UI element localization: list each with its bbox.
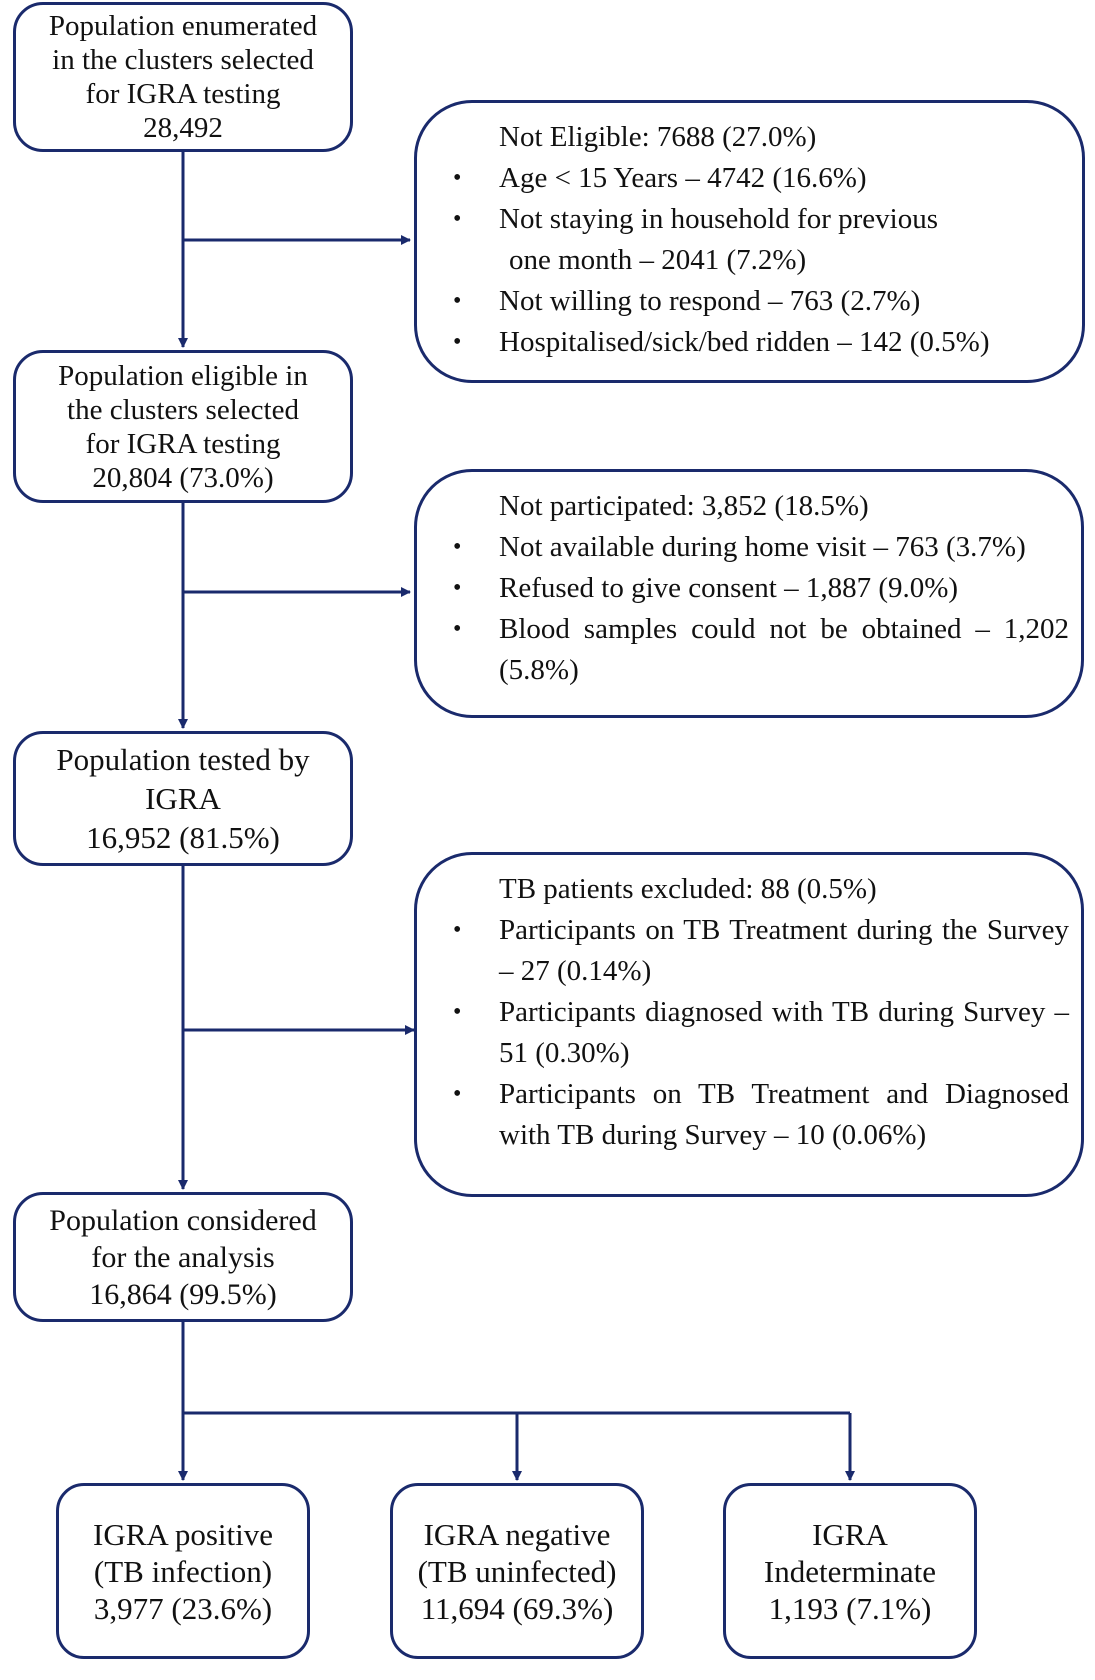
enumerated-line-1: Population enumerated (48, 10, 318, 42)
not-eligible-item: Age < 15 Years – 4742 (16.6%) (453, 158, 1070, 199)
igra-indeterminate-line-2: Indeterminate (763, 1553, 937, 1589)
enumerated-population-box: Population enumerated in the clusters se… (13, 2, 353, 152)
igra-indeterminate-count: 1,193 (7.1%) (768, 1590, 932, 1626)
igra-positive-box: IGRA positive (TB infection) 3,977 (23.6… (56, 1483, 310, 1659)
not-eligible-box: Not Eligible: 7688 (27.0%) Age < 15 Year… (414, 100, 1085, 383)
not-eligible-item: Not willing to respond – 763 (2.7%) (453, 281, 1070, 322)
not-participated-item: Not available during home visit – 763 (3… (453, 527, 1069, 568)
enumerated-line-3: for IGRA testing (85, 78, 281, 110)
tested-population-box: Population tested by IGRA 16,952 (81.5%) (13, 731, 353, 866)
tb-excluded-item: Participants diagnosed with TB during Su… (453, 992, 1069, 1074)
tb-excluded-title: TB patients excluded: 88 (0.5%) (499, 873, 877, 905)
tb-excluded-list: Participants on TB Treatment during the … (453, 910, 1069, 1156)
not-participated-box: Not participated: 3,852 (18.5%) Not avai… (414, 469, 1084, 718)
not-eligible-item: Not staying in household for previousone… (453, 199, 1070, 281)
igra-negative-box: IGRA negative (TB uninfected) 11,694 (69… (390, 1483, 644, 1659)
not-eligible-item: Hospitalised/sick/bed ridden – 142 (0.5%… (453, 322, 1070, 363)
tb-excluded-item: Participants on TB Treatment during the … (453, 910, 1069, 992)
tb-excluded-box: TB patients excluded: 88 (0.5%) Particip… (414, 852, 1084, 1197)
igra-negative-count: 11,694 (69.3%) (420, 1590, 614, 1626)
considered-line-1: Population considered (49, 1203, 317, 1237)
tested-count: 16,952 (81.5%) (86, 820, 280, 855)
not-participated-list: Not available during home visit – 763 (3… (453, 527, 1069, 691)
eligible-line-1: Population eligible in (58, 359, 308, 392)
igra-positive-line-1: IGRA positive (93, 1516, 273, 1552)
considered-line-2: for the analysis (91, 1240, 275, 1274)
not-participated-item: Refused to give consent – 1,887 (9.0%) (453, 568, 1069, 609)
not-participated-item: Blood samples could not be obtained – 1,… (453, 609, 1069, 691)
not-participated-title: Not participated: 3,852 (18.5%) (499, 490, 869, 522)
igra-indeterminate-box: IGRA Indeterminate 1,193 (7.1%) (723, 1483, 977, 1659)
igra-negative-line-1: IGRA negative (423, 1516, 611, 1552)
not-eligible-title: Not Eligible: 7688 (27.0%) (499, 121, 817, 153)
tested-line-1: Population tested by (56, 742, 310, 777)
eligible-line-3: for IGRA testing (85, 427, 281, 460)
eligible-population-box: Population eligible in the clusters sele… (13, 350, 353, 503)
tb-excluded-item: Participants on TB Treatment and Diagnos… (453, 1074, 1069, 1156)
enumerated-line-2: in the clusters selected (52, 44, 314, 76)
eligible-count: 20,804 (73.0%) (92, 461, 274, 494)
considered-count: 16,864 (99.5%) (89, 1277, 277, 1311)
considered-population-box: Population considered for the analysis 1… (13, 1192, 353, 1322)
enumerated-count: 28,492 (143, 112, 223, 144)
eligible-line-2: the clusters selected (67, 393, 299, 426)
not-eligible-list: Age < 15 Years – 4742 (16.6%) Not stayin… (453, 158, 1070, 363)
igra-indeterminate-line-1: IGRA (812, 1516, 888, 1552)
igra-negative-line-2: (TB uninfected) (417, 1553, 617, 1589)
igra-positive-count: 3,977 (23.6%) (93, 1590, 273, 1626)
igra-positive-line-2: (TB infection) (93, 1553, 273, 1589)
tested-line-2: IGRA (145, 781, 221, 816)
